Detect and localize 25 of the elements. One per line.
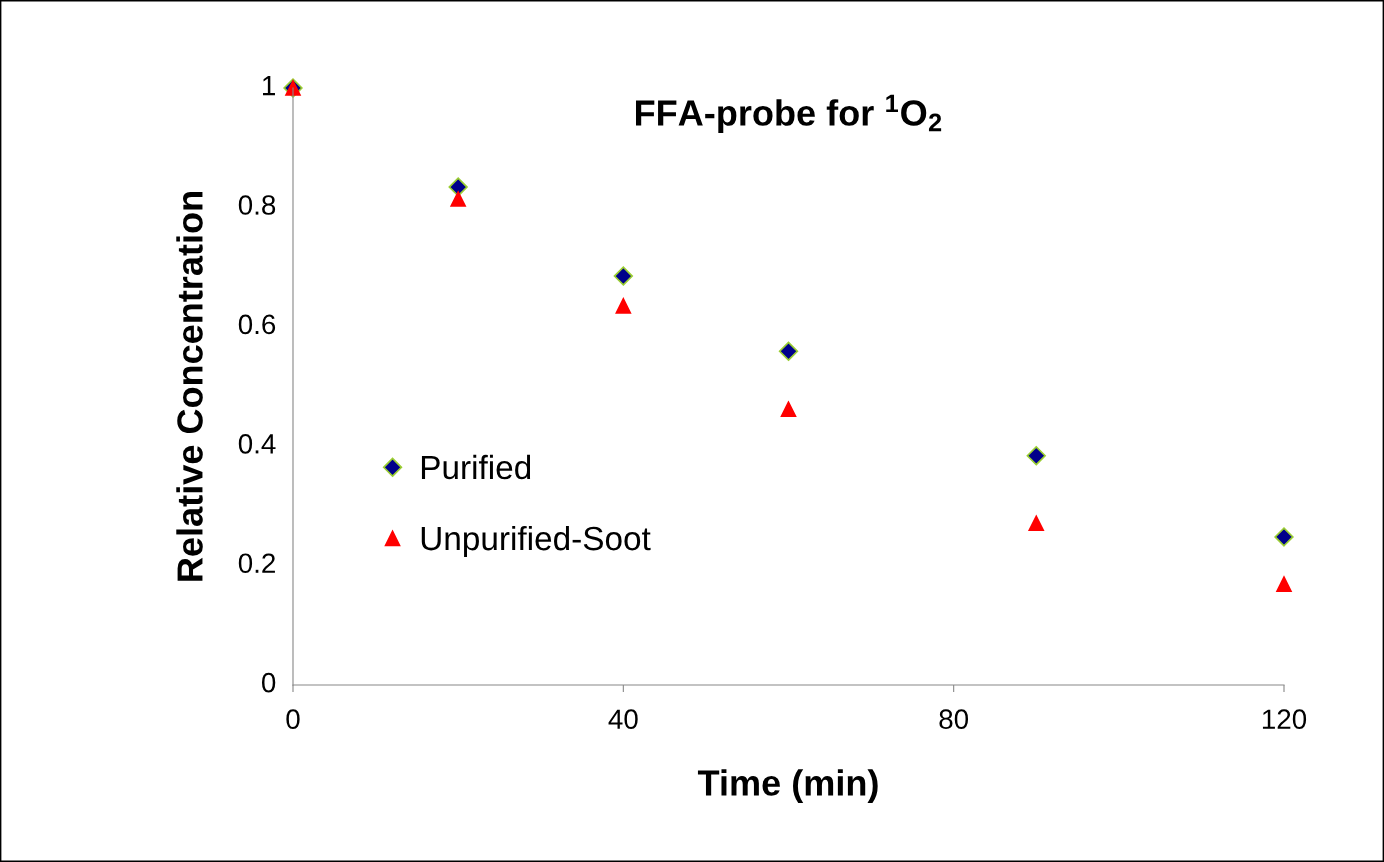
legend-label: Unpurified-Soot [421,525,651,557]
y-axis-title: Relative Concentration [176,192,203,581]
y-tick-label: 0 [261,672,276,693]
x-tick-label: 80 [939,709,969,730]
y-tick-label: 1 [263,76,275,96]
point [778,341,799,361]
x-tick-label: 0 [286,709,300,730]
point [1276,576,1292,592]
x-tick-label: 40 [608,709,638,730]
y-tick-label: 0.2 [238,553,275,574]
point [450,191,466,207]
y-tick-label: 0.4 [238,433,276,454]
y-tick-label: 0.8 [238,195,276,215]
y-tick-label: 0.6 [238,314,276,335]
chart-title: FFA-probe for $^{1}$O$_{2}$ [636,94,942,133]
point [615,298,632,314]
point [1026,446,1046,466]
point [613,266,634,286]
legend-label: Purified [421,454,531,480]
point [1028,515,1045,531]
point [780,401,797,417]
x-tick-label: 120 [1262,709,1307,730]
x-axis-title: Time (min) [697,769,878,803]
point [448,177,468,197]
point [1274,527,1294,547]
